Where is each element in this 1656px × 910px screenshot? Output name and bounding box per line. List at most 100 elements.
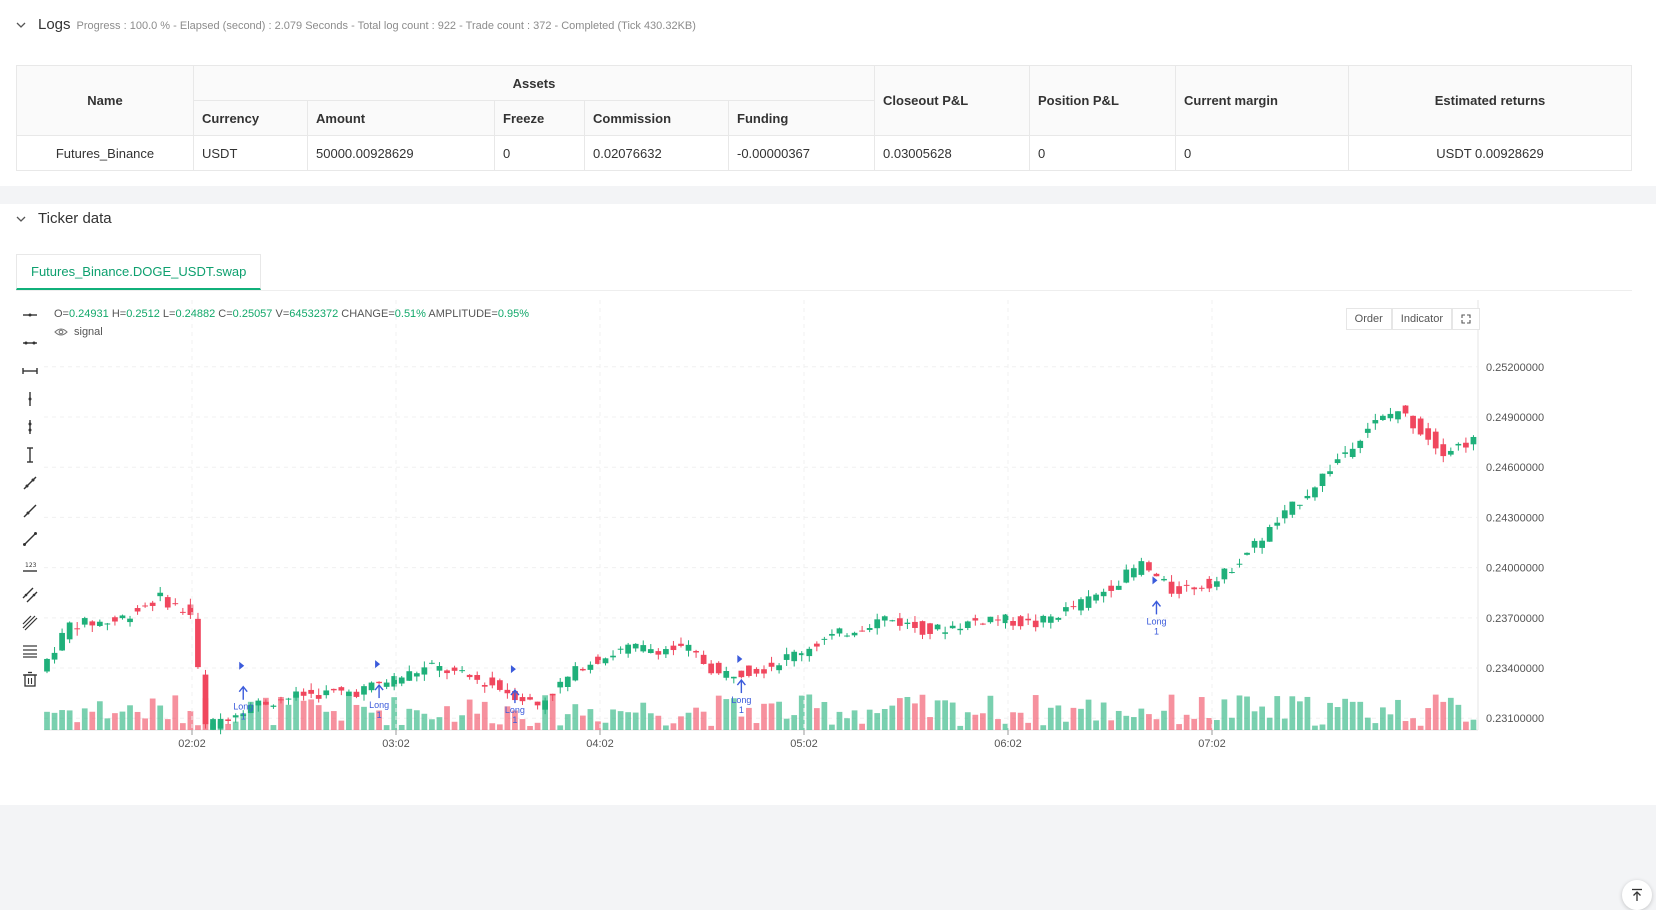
candle-body: [1047, 616, 1054, 623]
volume-bar: [1017, 712, 1024, 730]
volume-bar: [1319, 724, 1326, 730]
candle-body: [1146, 562, 1152, 571]
segment-line-icon[interactable]: [18, 528, 42, 550]
candle-body: [738, 670, 745, 678]
candle-body: [866, 628, 873, 630]
col-position: Position P&L: [1029, 65, 1176, 136]
volume-bar: [829, 724, 835, 730]
ticker-header[interactable]: Ticker data: [16, 210, 112, 227]
eye-icon[interactable]: [54, 327, 68, 337]
indicator-button[interactable]: Indicator: [1391, 308, 1452, 330]
ohlc-readout: O=0.24931 H=0.2512 L=0.24882 C=0.25057 V…: [54, 308, 530, 320]
price-label-icon[interactable]: 123: [18, 556, 42, 578]
volume-bar: [1063, 721, 1069, 730]
candle-body: [1296, 504, 1303, 506]
candlestick-chart[interactable]: 0.25200000 0.24900000 0.24600000 0.24300000…: [44, 300, 1560, 800]
candle-body: [413, 673, 420, 677]
volume-bar: [1244, 696, 1250, 730]
volume-bar: [1168, 694, 1175, 730]
chevron-down-icon[interactable]: [16, 214, 26, 224]
volume-bar: [632, 712, 639, 730]
candle-body: [919, 621, 926, 635]
candle-body: [172, 603, 179, 605]
candle-body: [753, 668, 760, 674]
candle-body: [640, 645, 647, 652]
volume-bar: [89, 711, 96, 730]
fibonacci-icon[interactable]: [18, 612, 42, 634]
volume-bar: [51, 712, 58, 730]
vertical-line-icon[interactable]: [18, 388, 42, 410]
candle-body: [519, 697, 526, 702]
volume-bar: [149, 698, 156, 730]
ray-line-icon[interactable]: [18, 500, 42, 522]
candle-body: [157, 592, 164, 597]
volume-bar: [693, 707, 699, 730]
volume-bar: [1470, 719, 1477, 730]
vertical-segment-icon[interactable]: [18, 444, 42, 466]
y-tick-label: 0.24000000: [1486, 563, 1544, 575]
volume-bar: [972, 714, 979, 730]
volume-bar: [66, 710, 73, 730]
candle-body: [89, 621, 96, 626]
volume-bar: [1191, 718, 1198, 730]
volume-bar: [549, 694, 556, 730]
candle-body: [1327, 471, 1333, 475]
volume-bar: [1198, 697, 1205, 730]
candle-body: [1108, 585, 1115, 591]
volume-bar: [225, 723, 232, 730]
horizontal-line-icon[interactable]: [18, 304, 42, 326]
candle-body: [376, 681, 382, 684]
volume-bar: [368, 712, 375, 730]
candle-body: [949, 625, 956, 629]
volume-bar: [851, 710, 858, 730]
volume-bar: [655, 715, 662, 730]
candle-body: [798, 653, 805, 656]
candle-body: [1093, 594, 1099, 601]
volume-bar: [1040, 725, 1047, 730]
volume-bar: [1417, 725, 1424, 730]
volume-bar: [564, 714, 571, 730]
order-button[interactable]: Order: [1345, 308, 1392, 330]
signal-marker: [239, 661, 245, 670]
trend-line-icon[interactable]: [18, 472, 42, 494]
horizontal-ray-icon[interactable]: [18, 332, 42, 354]
volume-bar: [1183, 714, 1190, 730]
parallel-channel-icon[interactable]: [18, 584, 42, 606]
candle-body: [851, 632, 858, 636]
candle-body: [1229, 572, 1235, 574]
logs-header[interactable]: Logs Progress : 100.0 % - Elapsed (secon…: [16, 16, 696, 33]
volume-bar: [889, 705, 896, 730]
cell-position: 0: [1029, 135, 1176, 171]
vertical-ray-icon[interactable]: [18, 416, 42, 438]
volume-bar: [1304, 696, 1311, 730]
candle-body: [663, 649, 669, 655]
volume-bar: [700, 711, 707, 730]
signal-legend[interactable]: signal: [54, 326, 103, 338]
candle-body: [44, 658, 50, 672]
trash-icon[interactable]: [18, 668, 42, 690]
volume-bar: [1357, 701, 1364, 730]
tab-doge-usdt-swap[interactable]: Futures_Binance.DOGE_USDT.swap: [16, 254, 262, 290]
signal-arrow-head: [238, 685, 248, 693]
volume-bar: [429, 719, 435, 730]
y-tick-label: 0.23700000: [1486, 613, 1544, 625]
volume-bar: [1402, 721, 1409, 730]
volume-bar: [451, 721, 458, 730]
candle-body: [142, 605, 148, 607]
col-amount: Amount: [307, 100, 495, 136]
horizontal-segment-icon[interactable]: [18, 360, 42, 382]
x-tick-label: 03:02: [382, 738, 410, 750]
scroll-to-top-button[interactable]: [1622, 880, 1652, 910]
volume-bar: [1455, 704, 1462, 730]
candle-body: [421, 667, 428, 675]
volume-bar: [361, 706, 367, 730]
candle-body: [1176, 586, 1182, 594]
volume-bar: [157, 705, 164, 730]
chevron-down-icon[interactable]: [16, 20, 26, 30]
candle-body: [791, 651, 798, 662]
fullscreen-icon[interactable]: [1452, 308, 1480, 330]
chart-canvas[interactable]: 0.25200000 0.24900000 0.24600000 0.24300000…: [44, 300, 1560, 800]
candle-body: [164, 597, 171, 608]
horizontal-levels-icon[interactable]: [18, 640, 42, 662]
signal-label: Long: [1146, 616, 1166, 626]
